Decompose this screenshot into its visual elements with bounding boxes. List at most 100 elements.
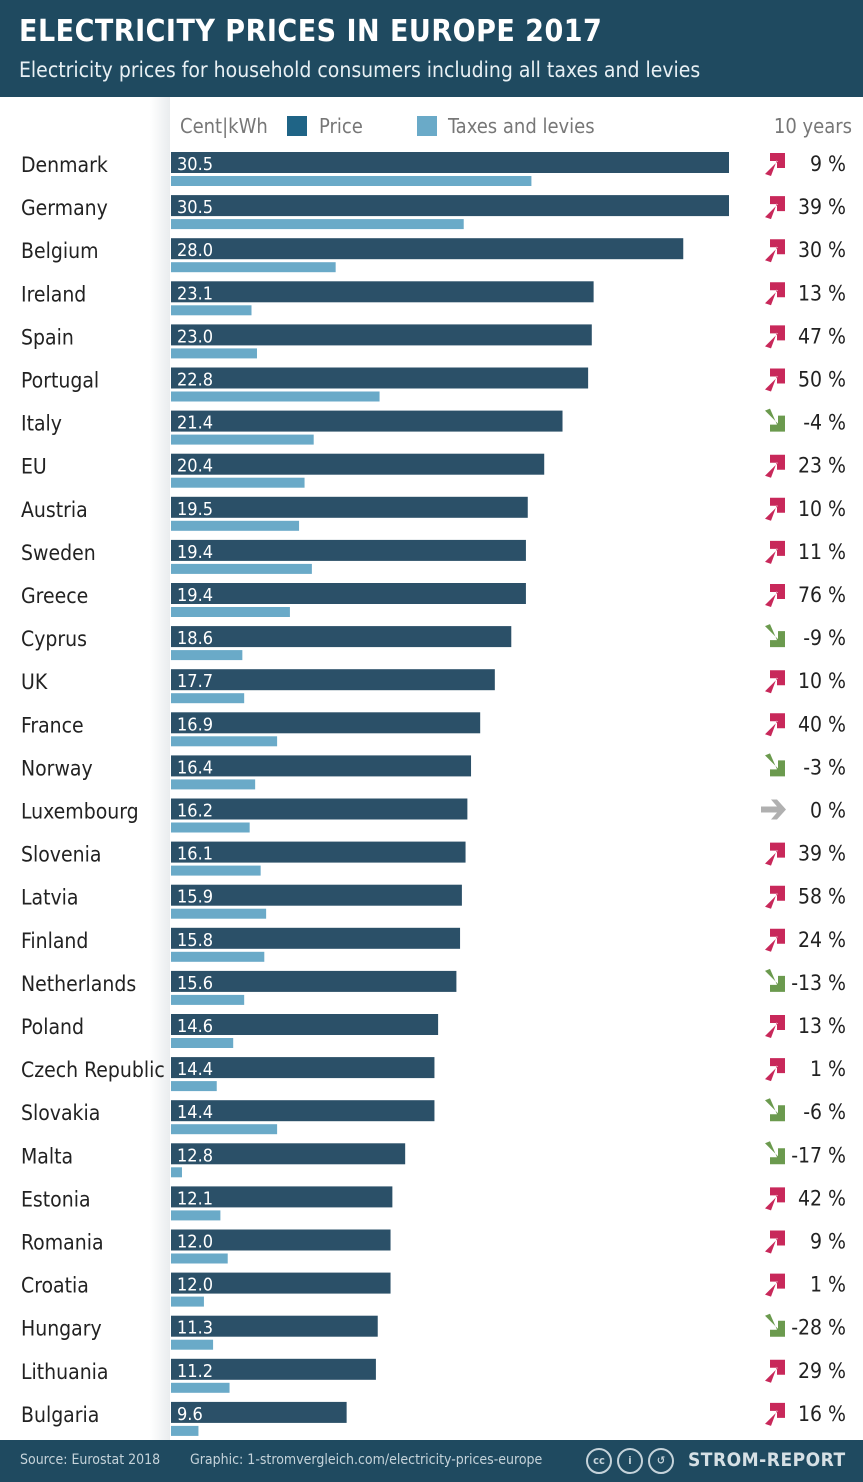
category-label: Austria bbox=[21, 498, 88, 522]
change-value-label: 0 % bbox=[810, 799, 846, 823]
category-label: Luxembourg bbox=[21, 800, 139, 824]
price-value-label: 16.1 bbox=[177, 844, 213, 865]
change-value-label: -28 % bbox=[791, 1316, 846, 1340]
attribution-icon: i bbox=[617, 1448, 643, 1474]
taxes-bar bbox=[171, 693, 245, 704]
change-value-label: 47 % bbox=[798, 324, 846, 348]
price-value-label: 16.9 bbox=[177, 714, 213, 735]
price-value-label: 12.1 bbox=[177, 1188, 213, 1209]
taxes-bar bbox=[171, 650, 243, 661]
axis-shadow bbox=[150, 97, 170, 1440]
taxes-bar bbox=[171, 1425, 199, 1436]
footer: Source: Eurostat 2018 Graphic: 1-stromve… bbox=[0, 1440, 863, 1482]
price-value-label: 23.1 bbox=[177, 283, 213, 304]
price-bar bbox=[171, 1057, 435, 1079]
price-bar bbox=[171, 238, 684, 260]
price-bar bbox=[171, 1401, 347, 1423]
price-value-label: 30.5 bbox=[177, 197, 213, 218]
category-label: EU bbox=[21, 455, 47, 479]
category-label: Netherlands bbox=[21, 972, 136, 996]
arrow-down-icon bbox=[765, 753, 785, 777]
category-label: Slovenia bbox=[21, 843, 101, 867]
arrow-up-icon bbox=[765, 368, 785, 392]
taxes-bar bbox=[171, 1253, 228, 1264]
price-bar bbox=[171, 755, 472, 777]
arrow-down-icon bbox=[765, 1313, 785, 1337]
change-value-label: 30 % bbox=[798, 238, 846, 262]
taxes-bar bbox=[171, 434, 314, 445]
category-label: Norway bbox=[21, 756, 93, 780]
arrow-up-icon bbox=[765, 670, 785, 694]
taxes-bar bbox=[171, 994, 245, 1005]
category-label: Hungary bbox=[21, 1317, 102, 1341]
price-bar bbox=[171, 1358, 376, 1380]
change-value-label: -17 % bbox=[791, 1143, 846, 1167]
arrow-down-icon bbox=[765, 624, 785, 648]
category-label: Malta bbox=[21, 1144, 73, 1168]
change-value-label: -13 % bbox=[791, 971, 846, 995]
arrow-up-icon bbox=[765, 1187, 785, 1211]
price-value-label: 22.8 bbox=[177, 370, 213, 391]
taxes-bar bbox=[171, 607, 290, 617]
taxes-bar bbox=[171, 176, 532, 186]
legend-label-price: Price bbox=[319, 114, 363, 138]
category-label: Romania bbox=[21, 1231, 104, 1255]
change-value-label: 11 % bbox=[798, 540, 846, 564]
cc-icon: cc bbox=[586, 1448, 612, 1474]
category-label: Greece bbox=[21, 584, 88, 608]
category-label: Ireland bbox=[21, 282, 86, 306]
price-bar bbox=[171, 841, 466, 863]
category-label: Germany bbox=[21, 196, 108, 220]
price-value-label: 15.9 bbox=[177, 887, 213, 908]
arrow-down-icon bbox=[765, 968, 785, 992]
brand-logo: STROM-REPORT bbox=[688, 1449, 846, 1471]
taxes-bar bbox=[171, 736, 278, 747]
taxes-bar bbox=[171, 1296, 204, 1307]
arrow-up-icon bbox=[765, 1273, 785, 1297]
price-bar bbox=[171, 970, 457, 992]
arrow-up-icon bbox=[765, 196, 785, 220]
price-value-label: 14.6 bbox=[177, 1016, 213, 1037]
arrow-up-icon bbox=[765, 239, 785, 263]
taxes-bar bbox=[171, 1382, 230, 1393]
category-label: France bbox=[21, 713, 84, 737]
taxes-bar bbox=[171, 1339, 214, 1350]
arrow-up-icon bbox=[765, 584, 785, 607]
arrow-up-icon bbox=[765, 1230, 785, 1254]
category-label: Denmark bbox=[21, 153, 108, 177]
price-value-label: 12.0 bbox=[177, 1275, 213, 1296]
arrow-up-icon bbox=[765, 497, 785, 521]
category-label: Croatia bbox=[21, 1274, 89, 1298]
taxes-bar bbox=[171, 391, 380, 402]
arrow-up-icon bbox=[765, 1402, 785, 1426]
price-bar bbox=[171, 496, 528, 518]
change-value-label: -3 % bbox=[803, 755, 846, 779]
change-value-label: 39 % bbox=[798, 842, 846, 866]
taxes-bar bbox=[171, 951, 265, 962]
taxes-bar bbox=[171, 1081, 217, 1092]
price-bar bbox=[171, 1272, 391, 1294]
category-label: Poland bbox=[21, 1015, 84, 1039]
category-label: Estonia bbox=[21, 1187, 91, 1211]
legend-label-taxes: Taxes and levies bbox=[447, 114, 595, 138]
arrow-down-icon bbox=[765, 408, 785, 432]
category-label: Czech Republic bbox=[21, 1058, 165, 1082]
arrow-up-icon bbox=[765, 1015, 785, 1038]
price-value-label: 12.0 bbox=[177, 1232, 213, 1253]
price-value-label: 11.2 bbox=[177, 1361, 213, 1382]
price-bar bbox=[171, 453, 545, 475]
change-value-label: 1 % bbox=[810, 1273, 846, 1297]
source-text: Source: Eurostat 2018 bbox=[20, 1452, 161, 1468]
price-bar bbox=[171, 927, 461, 949]
price-value-label: 18.6 bbox=[177, 628, 213, 649]
category-label: Finland bbox=[21, 929, 88, 953]
price-bar bbox=[171, 152, 729, 173]
change-value-label: 10 % bbox=[798, 497, 846, 521]
price-value-label: 16.2 bbox=[177, 801, 213, 822]
arrow-up-icon bbox=[765, 540, 785, 564]
arrow-up-icon bbox=[765, 325, 785, 349]
price-value-label: 19.4 bbox=[177, 542, 213, 563]
arrow-up-icon bbox=[765, 282, 785, 306]
taxes-bar bbox=[171, 1124, 278, 1135]
category-label: Sweden bbox=[21, 541, 96, 565]
